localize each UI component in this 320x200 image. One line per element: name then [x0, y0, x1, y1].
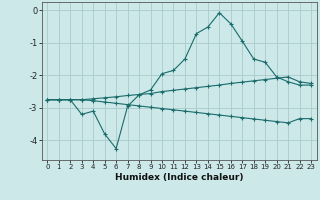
X-axis label: Humidex (Indice chaleur): Humidex (Indice chaleur): [115, 173, 244, 182]
